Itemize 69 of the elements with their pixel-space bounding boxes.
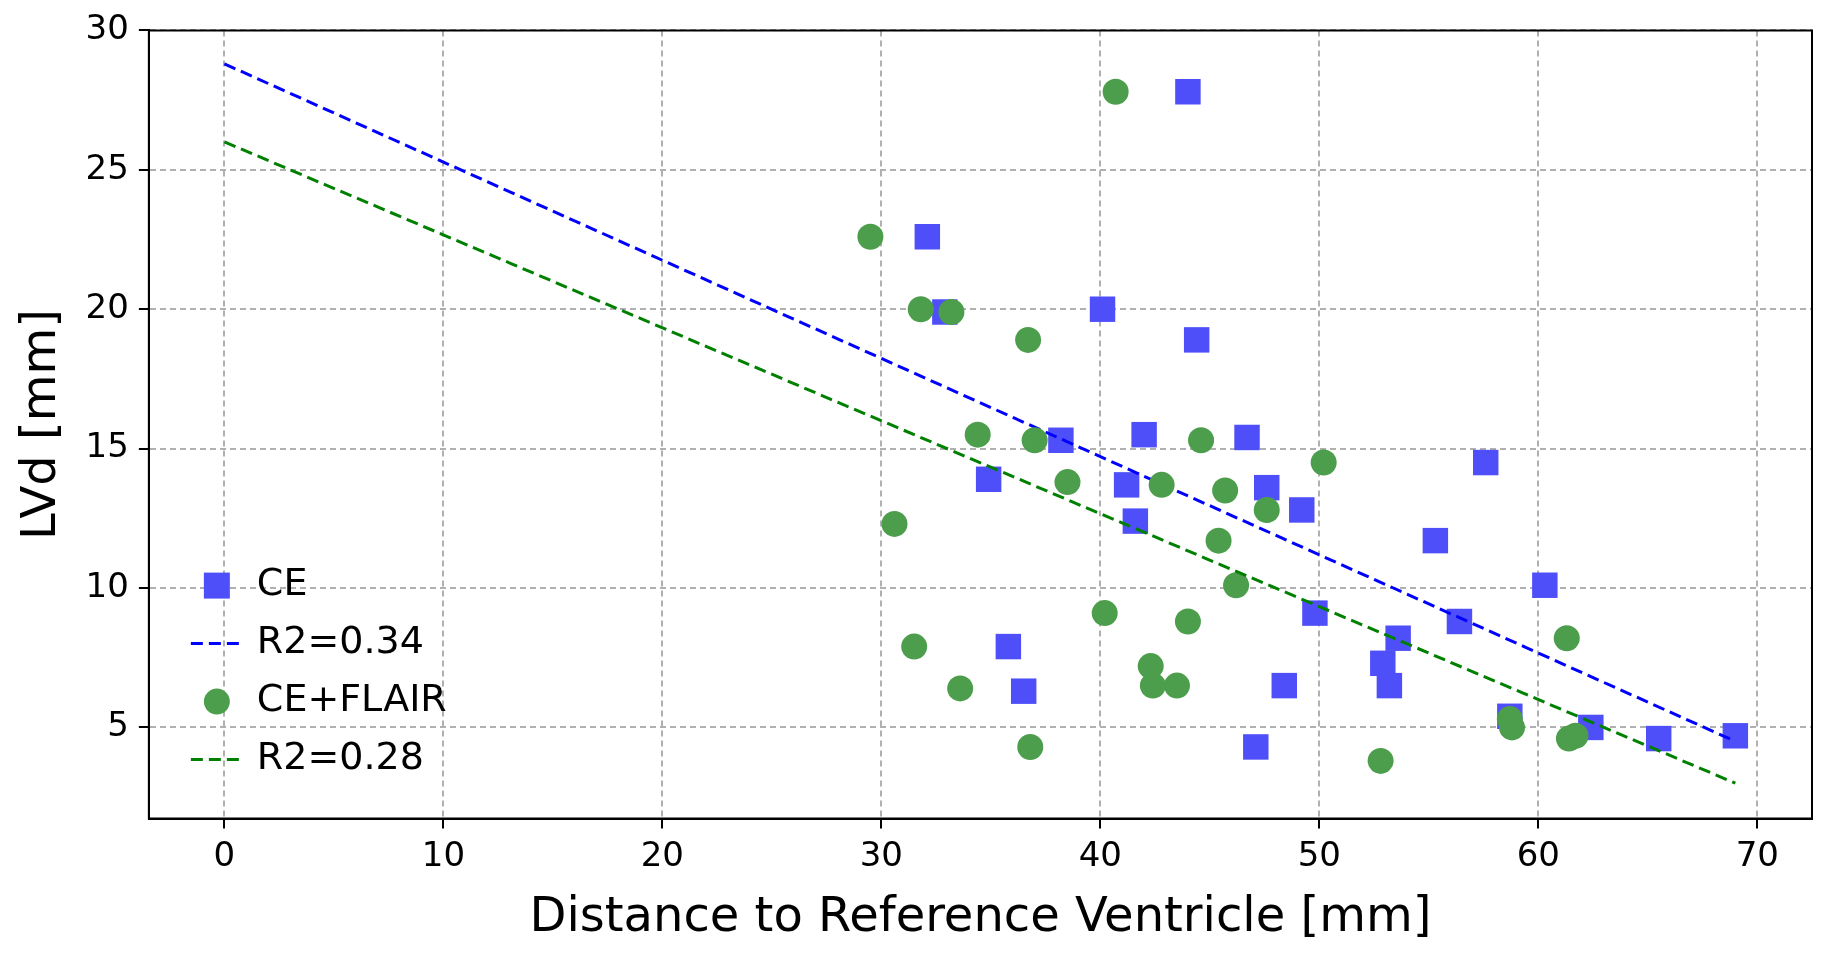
point [1223, 572, 1250, 599]
x-tick-label: 10 [421, 833, 466, 874]
point [1102, 78, 1129, 105]
legend-label: R2=0.34 [256, 618, 424, 663]
point [1243, 734, 1269, 760]
point [1048, 427, 1074, 453]
point [1310, 449, 1337, 476]
point [1367, 747, 1394, 774]
point [1010, 678, 1037, 704]
legend-label: CE+FLAIR [256, 676, 447, 721]
x-tick-label: 50 [1297, 833, 1341, 874]
x-tick-label: 30 [859, 833, 903, 874]
point [947, 675, 974, 702]
y-tick-label: 25 [85, 146, 129, 187]
point [1553, 625, 1580, 652]
point [901, 633, 928, 660]
point [1370, 650, 1396, 677]
y-tick-label: 5 [107, 704, 129, 745]
point [1645, 725, 1672, 752]
y-tick-label: 10 [85, 564, 129, 605]
point [1376, 672, 1403, 699]
point [1253, 496, 1280, 523]
x-tick-label: 40 [1078, 833, 1122, 874]
point [1139, 672, 1166, 699]
point [1021, 427, 1048, 454]
point [1089, 296, 1116, 322]
point [1122, 508, 1149, 534]
legend-label: R2=0.28 [256, 734, 424, 779]
y-tick-label: 15 [85, 425, 129, 466]
point [1302, 600, 1328, 626]
point [1175, 79, 1201, 105]
point [1163, 672, 1190, 699]
point [914, 223, 941, 250]
point [1722, 723, 1749, 749]
point [1017, 733, 1044, 760]
y-tick-label: 30 [85, 7, 129, 48]
x-tick-label: 60 [1516, 833, 1560, 874]
point [1183, 327, 1210, 353]
y-tick-label: 20 [85, 286, 129, 327]
point [907, 296, 934, 323]
point [1234, 424, 1260, 451]
point [1422, 527, 1449, 554]
point [857, 223, 884, 250]
x-tick-label: 20 [640, 833, 684, 874]
point [964, 421, 991, 448]
point [975, 466, 1002, 493]
point [1054, 469, 1081, 496]
point [881, 510, 908, 537]
point [1271, 672, 1297, 699]
point [1113, 472, 1140, 498]
point [1473, 449, 1499, 476]
x-tick-label: 70 [1735, 833, 1779, 874]
point [1091, 600, 1118, 627]
point [1148, 471, 1175, 498]
point [1254, 474, 1280, 501]
x-axis-title: Distance to Reference Ventricle [mm] [529, 885, 1432, 942]
point [1188, 427, 1215, 454]
y-axis-title: LVd [mm] [10, 309, 67, 540]
point [1532, 572, 1558, 598]
legend-label: CE [256, 560, 308, 605]
point [1174, 608, 1201, 635]
x-tick-label: 0 [213, 833, 236, 874]
point [1205, 527, 1232, 554]
point [1212, 477, 1239, 504]
point [995, 633, 1022, 660]
point [938, 299, 965, 325]
point [1289, 497, 1315, 523]
point [1015, 326, 1042, 353]
point [1131, 421, 1157, 448]
